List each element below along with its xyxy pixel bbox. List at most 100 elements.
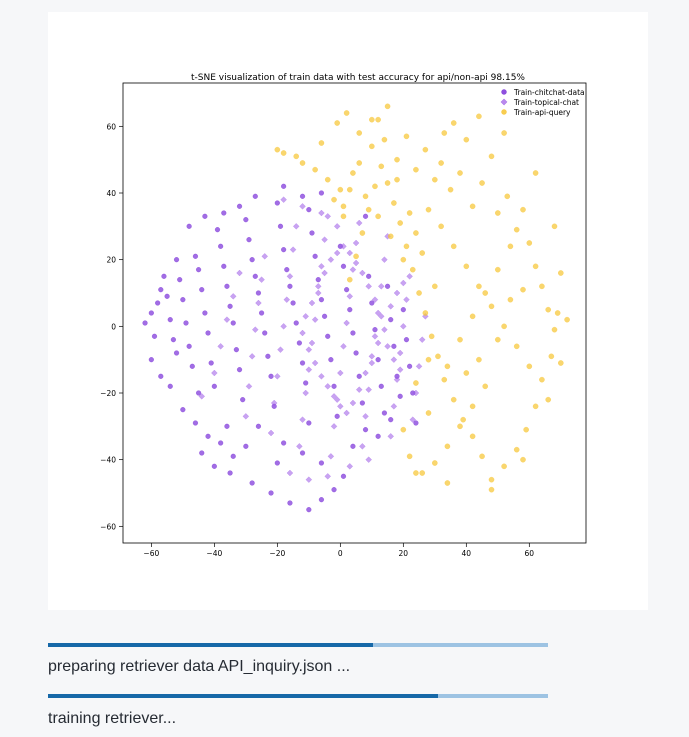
scatter-point-circle bbox=[403, 133, 410, 140]
scatter-point-circle bbox=[230, 320, 236, 326]
y-tick-label: 40 bbox=[106, 189, 116, 198]
y-tick-label: 60 bbox=[106, 122, 116, 131]
scatter-point-circle bbox=[375, 433, 381, 439]
scatter-point-diamond bbox=[393, 376, 401, 383]
scatter-point-circle bbox=[161, 273, 167, 279]
scatter-point-circle bbox=[227, 303, 233, 309]
scatter-point-circle bbox=[501, 323, 507, 330]
scatter-point-circle bbox=[400, 256, 407, 263]
scatter-point-circle bbox=[353, 253, 359, 260]
scatter-point-diamond bbox=[333, 396, 341, 403]
scatter-point-diamond bbox=[315, 283, 322, 290]
scatter-point-diamond bbox=[211, 369, 218, 377]
scatter-point-diamond bbox=[343, 319, 350, 327]
scatter-point-diamond bbox=[378, 313, 385, 320]
scatter-point-circle bbox=[177, 277, 183, 283]
scatter-point-circle bbox=[551, 223, 558, 230]
scatter-point-circle bbox=[255, 423, 262, 429]
scatter-point-circle bbox=[388, 417, 394, 423]
scatter-point-circle bbox=[441, 130, 448, 136]
tsne-scatter-chart: t-SNE visualization of train data with t… bbox=[100, 73, 587, 558]
scatter-point-circle bbox=[428, 333, 435, 340]
scatter-point-diamond bbox=[277, 346, 284, 353]
scatter-point-diamond bbox=[412, 389, 420, 397]
scatter-point-circle bbox=[350, 443, 356, 449]
progress-bar-training bbox=[48, 694, 548, 698]
scatter-point-circle bbox=[444, 480, 451, 486]
scatter-point-circle bbox=[312, 166, 318, 173]
scatter-point-circle bbox=[375, 213, 381, 220]
scatter-point-circle bbox=[265, 353, 271, 359]
scatter-point-diamond bbox=[324, 213, 331, 220]
scatter-point-circle bbox=[369, 300, 375, 306]
scatter-point-circle bbox=[246, 237, 252, 243]
scatter-point-circle bbox=[280, 150, 287, 156]
scatter-point-diamond bbox=[324, 383, 331, 390]
scatter-point-circle bbox=[407, 363, 413, 369]
scatter-point-diamond bbox=[261, 253, 268, 260]
scatter-point-circle bbox=[340, 263, 347, 269]
scatter-point-diamond bbox=[302, 313, 309, 320]
scatter-point-circle bbox=[287, 500, 293, 506]
y-tick-label: −20 bbox=[100, 389, 116, 398]
scatter-point-circle bbox=[236, 367, 243, 373]
scatter-point-circle bbox=[243, 217, 249, 223]
scatter-point-diamond bbox=[340, 343, 347, 350]
scatter-point-circle bbox=[394, 176, 400, 183]
scatter-point-circle bbox=[205, 330, 211, 336]
scatter-point-circle bbox=[388, 317, 394, 323]
x-tick-label: −60 bbox=[143, 549, 159, 558]
scatter-point-circle bbox=[331, 196, 337, 203]
scatter-point-circle bbox=[432, 283, 438, 290]
scatter-point-diamond bbox=[368, 359, 376, 367]
scatter-point-circle bbox=[164, 293, 170, 299]
scatter-point-circle bbox=[416, 290, 422, 296]
scatter-point-diamond bbox=[330, 423, 338, 430]
scatter-point-circle bbox=[249, 480, 255, 486]
scatter-point-circle bbox=[419, 250, 425, 256]
scatter-point-circle bbox=[435, 353, 441, 360]
scatter-point-circle bbox=[476, 283, 482, 290]
scatter-point-circle bbox=[274, 200, 280, 206]
scatter-point-diamond bbox=[245, 383, 253, 390]
scatter-point-circle bbox=[356, 160, 362, 166]
scatter-point-circle bbox=[526, 240, 533, 246]
scatter-point-circle bbox=[507, 243, 514, 250]
scatter-point-circle bbox=[406, 453, 413, 460]
scatter-point-circle bbox=[170, 337, 176, 343]
scatter-point-diamond bbox=[302, 389, 309, 397]
scatter-point-diamond bbox=[349, 266, 357, 273]
scatter-point-circle bbox=[432, 460, 438, 466]
scatter-point-circle bbox=[469, 403, 476, 410]
scatter-point-circle bbox=[406, 210, 413, 216]
scatter-point-circle bbox=[281, 440, 287, 446]
scatter-point-circle bbox=[227, 470, 233, 476]
scatter-point-circle bbox=[482, 290, 488, 296]
scatter-point-circle bbox=[331, 487, 337, 493]
scatter-point-circle bbox=[277, 223, 284, 229]
scatter-point-circle bbox=[290, 300, 296, 306]
scatter-point-circle bbox=[513, 446, 520, 453]
scatter-point-diamond bbox=[299, 416, 306, 423]
scatter-point-circle bbox=[362, 427, 369, 433]
scatter-point-circle bbox=[362, 193, 369, 200]
scatter-point-circle bbox=[501, 130, 507, 136]
scatter-point-diamond bbox=[318, 373, 325, 380]
scatter-point-circle bbox=[309, 230, 315, 236]
scatter-point-circle bbox=[369, 143, 375, 150]
status-text-preparing: preparing retriever data API_inquiry.jso… bbox=[48, 658, 351, 675]
x-tick-label: 60 bbox=[525, 549, 535, 558]
scatter-point-circle bbox=[142, 320, 148, 326]
x-tick-label: −20 bbox=[269, 549, 285, 558]
scatter-point-diamond bbox=[321, 236, 328, 243]
scatter-point-circle bbox=[403, 337, 410, 343]
scatter-point-circle bbox=[375, 116, 381, 123]
scatter-point-circle bbox=[340, 213, 347, 220]
scatter-point-diamond bbox=[337, 403, 344, 410]
scatter-point-circle bbox=[299, 160, 306, 166]
y-tick-label: −60 bbox=[100, 522, 116, 531]
scatter-point-circle bbox=[284, 267, 290, 273]
scatter-point-diamond bbox=[362, 369, 369, 377]
scatter-point-circle bbox=[495, 210, 501, 216]
scatter-point-diamond bbox=[343, 409, 350, 417]
